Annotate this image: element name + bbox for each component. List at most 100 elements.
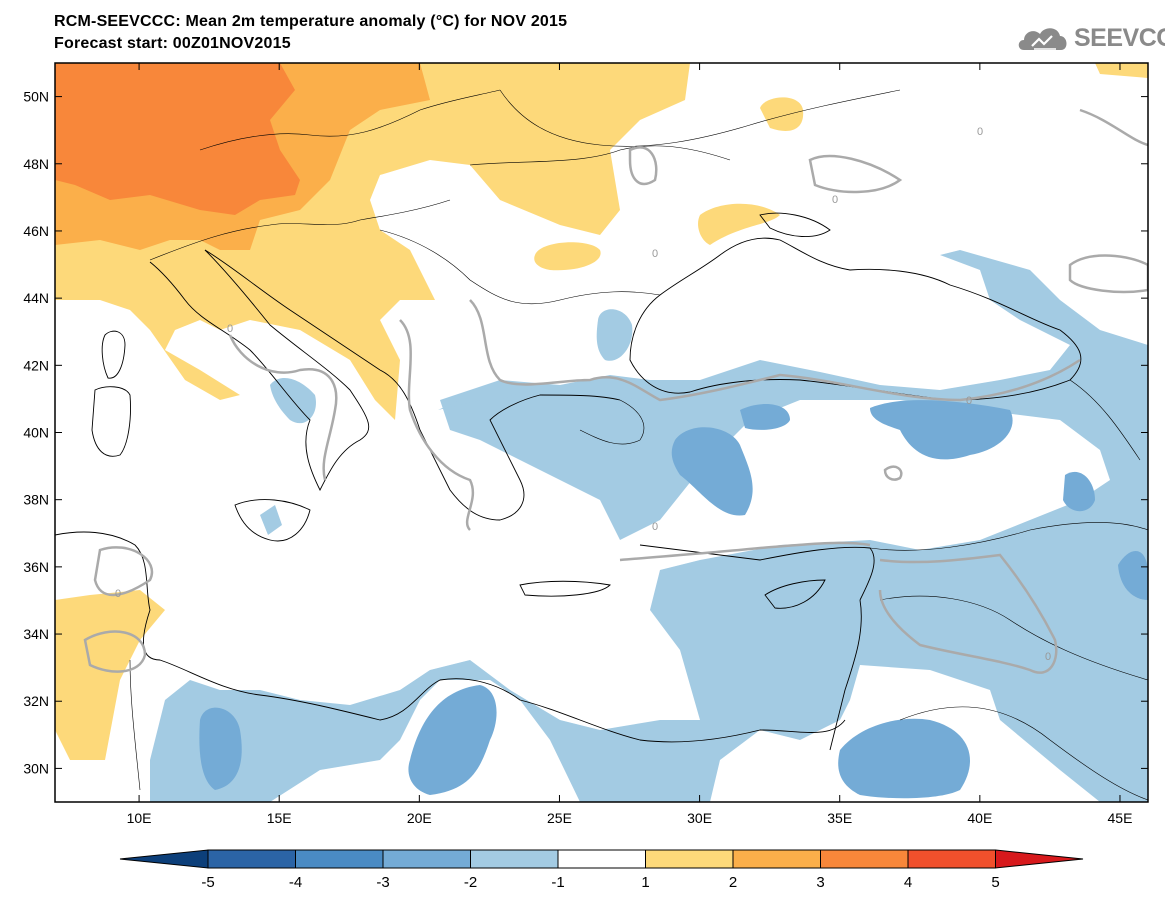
cool-region-10 bbox=[408, 685, 497, 795]
map-title: RCM-SEEVCCC: Mean 2m temperature anomaly… bbox=[54, 13, 568, 30]
contour-label: 0 bbox=[227, 323, 233, 335]
cool-region-12 bbox=[838, 718, 970, 799]
colorbar-segment bbox=[382, 849, 471, 869]
colorbar-segment bbox=[645, 849, 734, 869]
lat-tick-label: 46N bbox=[23, 223, 49, 239]
coastline-north-africa bbox=[55, 531, 846, 743]
zero-contour-2 bbox=[399, 319, 475, 531]
border-2 bbox=[199, 89, 501, 151]
lon-tick-label: 30E bbox=[687, 810, 712, 826]
cool-region-2 bbox=[596, 309, 633, 361]
lat-tick-label: 38N bbox=[23, 492, 49, 508]
country-borders bbox=[129, 89, 1148, 801]
contour-label: 0 bbox=[832, 194, 838, 206]
cool-region-8 bbox=[870, 400, 1013, 460]
cool-region-1 bbox=[150, 250, 1148, 802]
coastline-azov bbox=[759, 212, 831, 238]
zero-contour-10 bbox=[1068, 254, 1148, 294]
anomaly-field bbox=[55, 63, 1148, 802]
lon-tick-label: 10E bbox=[127, 810, 152, 826]
coastline-crete bbox=[519, 580, 611, 597]
border-7 bbox=[1069, 379, 1141, 461]
forecast-start-label: Forecast start: 00Z01NOV2015 bbox=[54, 35, 291, 52]
zero-contour-4 bbox=[619, 541, 871, 562]
colorbar-tick-label: -4 bbox=[289, 874, 302, 891]
colorbar-segment bbox=[732, 849, 821, 869]
lat-tick-label: 42N bbox=[23, 357, 49, 373]
border-11 bbox=[129, 659, 141, 791]
coastline-sardinia bbox=[91, 386, 131, 457]
coastline-cyprus bbox=[764, 579, 826, 609]
colorbar-tick-label: 2 bbox=[729, 874, 737, 891]
lon-tick-label: 35E bbox=[827, 810, 852, 826]
colorbar-segment bbox=[295, 849, 384, 869]
colorbar-tick-label: -1 bbox=[551, 874, 564, 891]
neutral-hole-2 bbox=[980, 464, 1050, 500]
border-10 bbox=[899, 706, 1148, 801]
colorbar-tick-label: 5 bbox=[991, 874, 999, 891]
colorbar-tick-label: -5 bbox=[201, 874, 214, 891]
lat-tick-label: 40N bbox=[23, 425, 49, 441]
lat-tick-label: 32N bbox=[23, 693, 49, 709]
latitude-axis: 50N 48N 46N 44N 42N 40N 38N 36N 34N 32N 30N bbox=[23, 89, 1148, 776]
border-1 bbox=[149, 199, 451, 261]
lat-tick-label: 48N bbox=[23, 156, 49, 172]
lat-tick-label: 36N bbox=[23, 559, 49, 575]
zero-contour-3 bbox=[469, 299, 1081, 402]
colorbar-segment bbox=[820, 849, 909, 869]
cool-region-7 bbox=[740, 404, 790, 430]
warm-region-6 bbox=[1095, 63, 1148, 78]
border-8 bbox=[869, 522, 1148, 551]
coastline-italy bbox=[149, 249, 370, 492]
coastline-balkans bbox=[204, 249, 621, 521]
lat-tick-label: 50N bbox=[23, 89, 49, 105]
seevccc-logo: SEEVCCC bbox=[1016, 22, 1165, 54]
colorbar-tick-label: -3 bbox=[376, 874, 389, 891]
warm-region-3 bbox=[55, 63, 300, 215]
lon-tick-label: 45E bbox=[1108, 810, 1133, 826]
coastline-sicily bbox=[234, 499, 311, 542]
lon-tick-label: 15E bbox=[267, 810, 292, 826]
zero-contour-7 bbox=[83, 630, 147, 673]
zero-contour-5 bbox=[878, 553, 1058, 674]
colorbar: -5 -4 -3 -2 -1 1 2 3 4 5 bbox=[119, 849, 1084, 891]
contour-label: 0 bbox=[652, 248, 658, 260]
contour-labels: 0 0 0 0 0 0 0 0 bbox=[115, 126, 1051, 663]
colorbar-tick-label: 3 bbox=[816, 874, 824, 891]
lon-tick-label: 25E bbox=[547, 810, 572, 826]
coastlines bbox=[55, 212, 1082, 751]
colorbar-tick-label: 4 bbox=[904, 874, 912, 891]
border-9 bbox=[879, 595, 1148, 681]
longitude-axis: 10E 15E 20E 25E 30E 35E 40E 45E bbox=[127, 63, 1133, 826]
colorbar-segment bbox=[907, 849, 996, 869]
lat-tick-label: 30N bbox=[23, 760, 49, 776]
zero-contour-12 bbox=[883, 465, 903, 481]
contour-label: 0 bbox=[966, 395, 972, 407]
zero-contour-11 bbox=[1079, 108, 1148, 147]
coastline-turkey-south bbox=[639, 544, 875, 601]
colorbar-segment bbox=[470, 849, 559, 869]
warm-region-7 bbox=[55, 590, 165, 760]
contour-label: 0 bbox=[1045, 651, 1051, 663]
zero-contour-1 bbox=[228, 334, 338, 481]
warm-region-8 bbox=[698, 203, 780, 245]
contour-label: 0 bbox=[115, 588, 121, 600]
lon-tick-label: 20E bbox=[407, 810, 432, 826]
border-6 bbox=[579, 399, 645, 445]
coastline-blacksea bbox=[629, 237, 1082, 401]
warm-region-5 bbox=[760, 97, 804, 131]
lon-tick-label: 40E bbox=[967, 810, 992, 826]
colorbar-min-arrow bbox=[119, 849, 209, 869]
coastline-levant bbox=[829, 599, 862, 751]
colorbar-max-arrow bbox=[995, 849, 1084, 869]
contour-label: 0 bbox=[977, 126, 983, 138]
border-5 bbox=[499, 89, 901, 147]
colorbar-segment bbox=[207, 849, 296, 869]
colorbar-segment bbox=[557, 849, 646, 869]
cool-region-6 bbox=[671, 427, 753, 516]
colorbar-tick-label: -2 bbox=[464, 874, 477, 891]
border-4 bbox=[469, 145, 731, 166]
zero-contours bbox=[83, 108, 1148, 674]
cool-region-5 bbox=[260, 505, 282, 535]
